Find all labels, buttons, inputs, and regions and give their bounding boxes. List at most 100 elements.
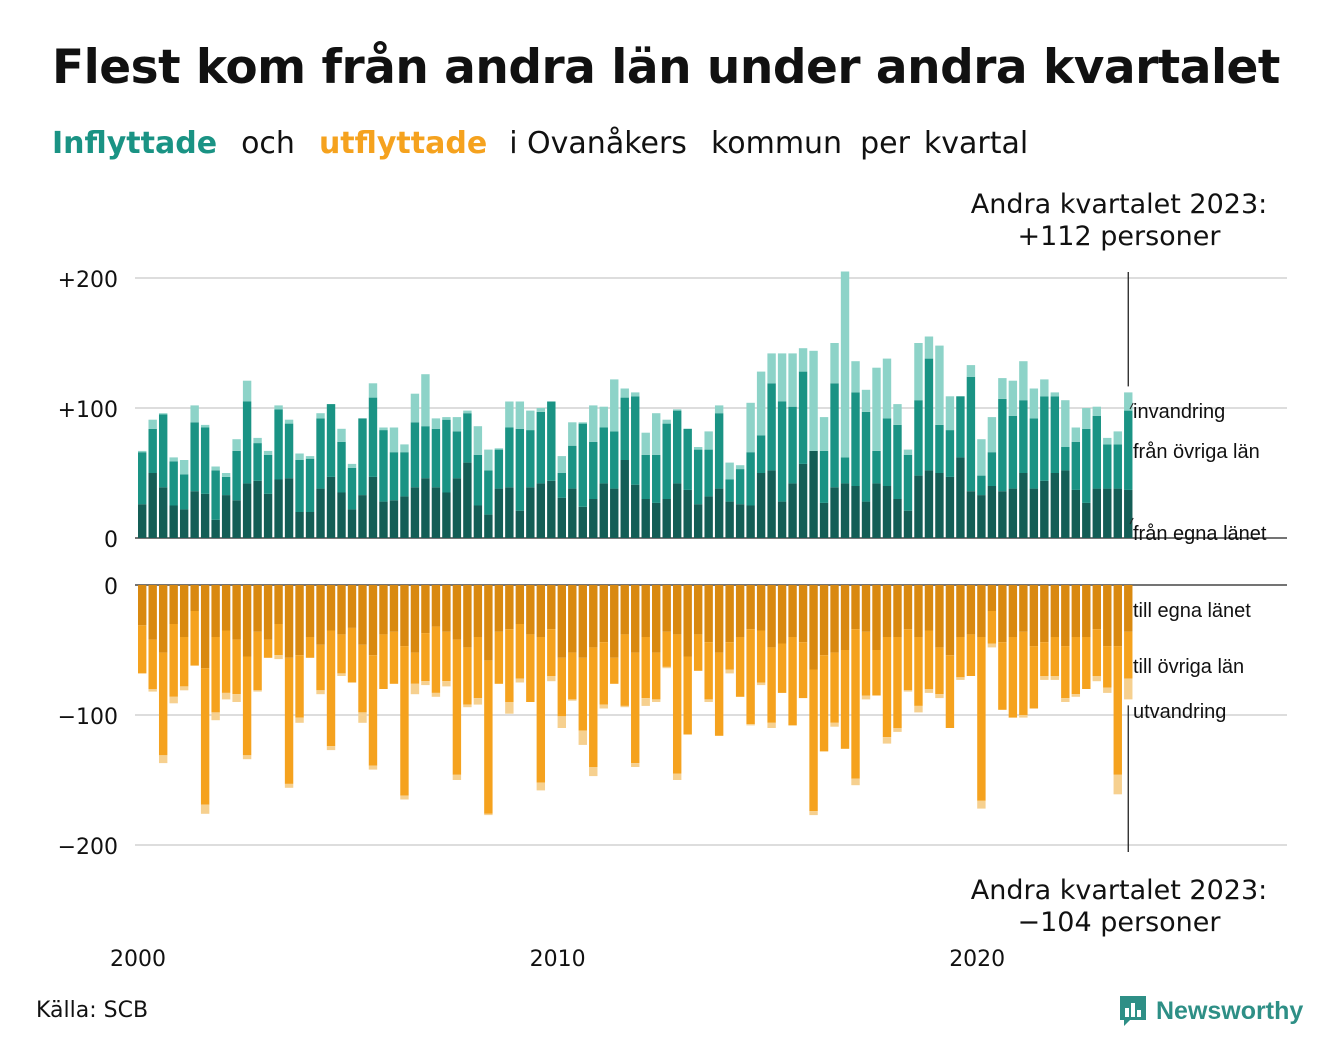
y-tick-label: 0 [104,575,118,600]
bar-in-own [295,512,304,538]
bar-out-own [421,585,430,634]
bar-in-own [158,487,168,538]
bar-in-immigration [830,343,839,384]
bar-in-own [211,519,220,538]
bar-in-other [945,430,955,477]
bar-out-other [211,637,220,713]
bar-out-other [232,639,241,695]
bar-in-immigration [1040,379,1049,397]
bar-in-other [400,452,409,497]
bar-in-own [672,483,682,538]
bar-out-other [274,624,283,656]
bar-in-own [1092,488,1101,538]
bar-out-other [1019,631,1028,715]
bar-in-immigration [998,378,1007,399]
bar-in-immigration [211,466,220,471]
bar-out-own [683,585,692,657]
annotation-top-line2: +112 personer [1017,221,1221,252]
bar-in-immigration [714,405,724,414]
bar-out-emigration [484,813,493,816]
bar-out-own [179,585,189,637]
bar-out-own [410,585,420,653]
bar-in-immigration [400,444,409,453]
bar-out-emigration [1019,715,1028,718]
y-tick-label: +100 [58,398,118,423]
bar-in-own [819,502,829,538]
bar-out-emigration [578,730,587,745]
bar-in-own [735,504,745,538]
bar-in-immigration [316,413,325,419]
bar-out-other [295,655,304,718]
bar-out-other [704,642,713,700]
bar-in-own [316,488,325,538]
bar-out-other [1113,646,1122,775]
bar-in-other [641,454,650,499]
bar-out-own [987,585,997,611]
y-tick-label: −200 [58,835,118,860]
bar-in-own [526,487,535,538]
bar-in-own [452,478,462,538]
bar-out-emigration [505,702,514,714]
bar-in-own [484,514,493,538]
bar-out-emigration [211,712,220,721]
bar-in-other [1103,444,1112,489]
bar-out-own [295,585,304,656]
bar-out-own [547,585,556,630]
bar-out-emigration [557,716,566,728]
bar-out-own [809,585,818,670]
bar-out-other [1071,637,1081,695]
bar-out-other [505,629,514,702]
bar-out-other [494,631,504,684]
bar-in-immigration [1103,437,1112,445]
bar-out-emigration [295,717,304,723]
bar-in-immigration [557,456,566,473]
bar-in-immigration [389,427,399,453]
bar-out-own [190,585,199,611]
bar-out-other [840,650,850,749]
bar-in-other [819,450,829,503]
bar-out-other [725,642,734,670]
bar-out-other [631,652,640,764]
bar-in-own [263,493,273,538]
bar-in-other [788,406,797,484]
bar-out-other [1008,637,1018,718]
bar-in-own [977,495,986,538]
bar-out-own [966,585,976,635]
bar-in-other [1113,444,1122,489]
bar-in-own [1124,489,1133,538]
bar-in-immigration [1061,400,1070,447]
bar-out-other [557,657,566,717]
bar-in-own [631,484,640,538]
bar-out-own [158,585,168,653]
bar-in-other [861,411,871,502]
bar-in-immigration [190,405,199,423]
bar-out-own [568,585,577,653]
bar-out-other [851,629,860,779]
bar-in-immigration [505,401,514,428]
bar-in-other [1029,418,1039,489]
bar-out-emigration [1040,676,1049,680]
bar-out-other [421,633,430,682]
bar-in-own [809,450,818,538]
bar-out-other [379,634,388,689]
bar-in-own [767,470,776,538]
bar-in-other [274,409,283,480]
bar-out-other [903,629,913,691]
bar-in-own [652,502,661,538]
bar-out-other [620,634,629,706]
bar-in-own [337,492,346,538]
bar-in-other [295,460,304,512]
bar-out-other [599,642,608,705]
bar-in-immigration [179,460,189,475]
bar-out-own [1008,585,1018,637]
bar-out-emigration [1124,678,1133,700]
bar-in-immigration [672,409,682,411]
bar-out-own [735,585,745,637]
bar-in-other [316,418,325,489]
bar-out-own [431,585,441,627]
bar-out-emigration [809,811,818,816]
bar-in-own [589,499,598,538]
bar-out-own [1103,585,1112,647]
bar-in-own [547,480,556,538]
bar-out-emigration [169,696,178,704]
